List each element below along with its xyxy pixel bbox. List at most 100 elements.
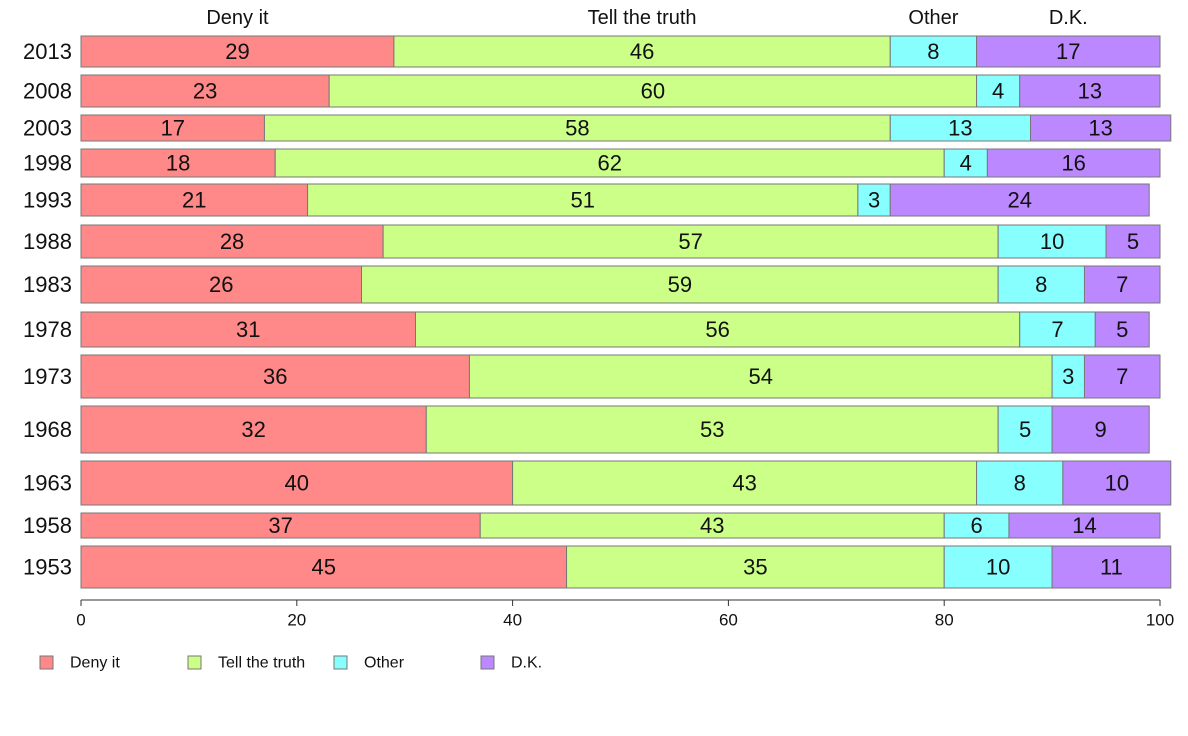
value-label-d-k-1998: 16: [1061, 151, 1085, 176]
bar-tell-the-truth-2013: [393, 35, 891, 68]
value-label-d-k-2003: 13: [1088, 116, 1112, 141]
legend-swatch-deny-it: [39, 655, 54, 670]
value-label-deny-it-1973: 36: [263, 364, 287, 389]
bar-d-k-2008: [1019, 74, 1161, 108]
value-label-deny-it-1983: 26: [209, 272, 233, 297]
x-tick-label-20: 20: [287, 611, 306, 630]
value-label-other-1958: 6: [970, 513, 982, 538]
value-label-tell-the-truth-1973: 54: [749, 364, 773, 389]
column-header-deny-it: Deny it: [206, 7, 269, 29]
value-label-d-k-1953: 11: [1100, 555, 1123, 580]
value-label-d-k-1993: 24: [1007, 188, 1031, 213]
value-label-tell-the-truth-2013: 46: [630, 39, 654, 64]
bar-other-1963: [976, 460, 1064, 506]
bar-tell-the-truth-2008: [328, 74, 978, 108]
bar-tell-the-truth-2003: [263, 114, 891, 142]
value-label-deny-it-2003: 17: [160, 116, 184, 141]
value-label-other-1978: 7: [1051, 317, 1063, 342]
bar-deny-it-1968: [80, 405, 427, 454]
bar-d-k-1993: [889, 183, 1150, 217]
column-header-tell-the-truth: Tell the truth: [588, 7, 697, 29]
x-tick-label-80: 80: [935, 611, 954, 630]
bar-d-k-1953: [1051, 545, 1172, 589]
value-label-other-1963: 8: [1014, 471, 1026, 496]
legend: Deny it Tell the truth Other D.K.: [39, 655, 542, 672]
value-label-other-1983: 8: [1035, 272, 1047, 297]
bar-d-k-1958: [1008, 512, 1161, 539]
value-label-deny-it-1968: 32: [241, 417, 265, 442]
value-label-deny-it-1998: 18: [166, 151, 190, 176]
value-label-d-k-1973: 7: [1116, 364, 1128, 389]
bar-deny-it-1988: [80, 224, 384, 259]
value-label-deny-it-1993: 21: [182, 188, 206, 213]
legend-label-other: Other: [364, 655, 405, 672]
bar-d-k-1963: [1062, 460, 1172, 506]
bar-deny-it-1958: [80, 512, 481, 539]
value-label-tell-the-truth-1963: 43: [732, 471, 756, 496]
x-axis: 0 20 40 60 80 100: [76, 599, 1174, 630]
bar-other-1978: [1019, 311, 1096, 348]
value-label-tell-the-truth-1998: 62: [597, 151, 621, 176]
value-label-tell-the-truth-1988: 57: [678, 229, 702, 254]
value-label-d-k-2013: 17: [1056, 39, 1080, 64]
bar-d-k-1988: [1105, 224, 1161, 259]
bar-deny-it-2008: [80, 74, 330, 108]
value-label-d-k-1958: 14: [1072, 513, 1096, 538]
value-label-tell-the-truth-1983: 59: [668, 272, 692, 297]
bar-d-k-1983: [1083, 265, 1161, 304]
column-header-labels: Deny it Tell the truth Other D.K.: [206, 7, 1087, 29]
value-label-other-1953: 10: [986, 555, 1010, 580]
year-label-1968: 1968: [23, 417, 72, 442]
value-label-deny-it-1963: 40: [285, 471, 309, 496]
bar-other-1973: [1051, 354, 1085, 399]
column-header-other: Other: [908, 7, 958, 29]
value-label-other-1973: 3: [1062, 364, 1074, 389]
bar-deny-it-1983: [80, 265, 363, 304]
bar-deny-it-2003: [80, 114, 265, 142]
x-tick-label-100: 100: [1146, 611, 1174, 630]
year-label-1958: 1958: [23, 513, 72, 538]
bar-other-1993: [857, 183, 891, 217]
legend-label-tell-the-truth: Tell the truth: [218, 655, 305, 672]
value-label-deny-it-1958: 37: [268, 513, 292, 538]
bar-other-1953: [943, 545, 1053, 589]
year-label-1978: 1978: [23, 317, 72, 342]
bar-other-2013: [889, 35, 978, 68]
value-label-tell-the-truth-2008: 60: [641, 79, 665, 104]
value-label-tell-the-truth-1968: 53: [700, 417, 724, 442]
year-label-1993: 1993: [23, 188, 72, 213]
value-label-other-1968: 5: [1019, 417, 1031, 442]
legend-swatch-d-k: [480, 655, 495, 670]
value-label-d-k-1983: 7: [1116, 272, 1128, 297]
bar-other-2008: [976, 74, 1021, 108]
year-label-1983: 1983: [23, 272, 72, 297]
bar-d-k-1998: [986, 148, 1161, 178]
value-label-deny-it-2008: 23: [193, 79, 217, 104]
year-label-1973: 1973: [23, 364, 72, 389]
value-label-d-k-2008: 13: [1078, 79, 1102, 104]
year-label-2003: 2003: [23, 116, 72, 141]
value-label-deny-it-1988: 28: [220, 229, 244, 254]
bar-d-k-1968: [1051, 405, 1150, 454]
bar-tell-the-truth-1963: [512, 460, 978, 506]
legend-label-deny-it: Deny it: [70, 655, 120, 672]
column-header-d-k: D.K.: [1049, 7, 1088, 29]
value-label-d-k-1988: 5: [1127, 229, 1139, 254]
value-label-other-1998: 4: [960, 151, 972, 176]
value-label-deny-it-1978: 31: [236, 317, 260, 342]
legend-swatch-other: [333, 655, 348, 670]
year-label-1953: 1953: [23, 555, 72, 580]
bar-other-1958: [943, 512, 1010, 539]
value-label-tell-the-truth-2003: 58: [565, 116, 589, 141]
value-label-deny-it-2013: 29: [225, 39, 249, 64]
bar-tell-the-truth-1958: [479, 512, 945, 539]
bar-tell-the-truth-1973: [468, 354, 1053, 399]
bar-d-k-1973: [1083, 354, 1161, 399]
bar-tell-the-truth-1988: [382, 224, 999, 259]
bar-deny-it-1953: [80, 545, 568, 589]
legend-swatch-tell-the-truth: [187, 655, 202, 670]
bar-d-k-1978: [1094, 311, 1150, 348]
year-label-2008: 2008: [23, 79, 72, 104]
